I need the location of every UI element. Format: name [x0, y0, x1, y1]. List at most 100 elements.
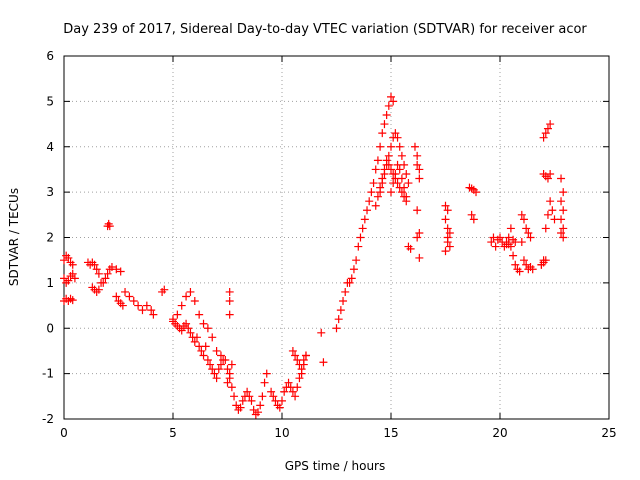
data-point [94, 285, 103, 294]
data-point [297, 365, 306, 374]
data-point [210, 369, 219, 378]
data-point [245, 392, 254, 401]
data-point [293, 383, 302, 392]
data-point [404, 179, 413, 188]
data-point [445, 228, 454, 237]
data-point [376, 142, 385, 151]
data-point [190, 297, 199, 306]
data-point [280, 387, 289, 396]
chart-title: Day 239 of 2017, Sidereal Day-to-day VTE… [63, 22, 587, 37]
data-point [230, 392, 239, 401]
data-point [472, 188, 481, 197]
data-point [441, 201, 450, 210]
data-point [522, 260, 531, 269]
data-point [352, 256, 361, 265]
data-point [515, 267, 524, 276]
data-points [60, 92, 568, 419]
data-point [99, 278, 108, 287]
data-point [384, 101, 393, 110]
y-tick-label: 1 [46, 276, 54, 290]
data-point [247, 396, 256, 405]
data-point [184, 324, 193, 333]
data-point [334, 315, 343, 324]
data-point [225, 310, 234, 319]
data-point [68, 269, 77, 278]
data-point [138, 306, 147, 315]
data-point [387, 92, 395, 101]
data-point [415, 165, 424, 174]
data-point [367, 188, 376, 197]
data-point [90, 260, 99, 269]
data-point [269, 392, 278, 401]
data-point [160, 285, 169, 294]
data-point [332, 324, 341, 333]
y-tick-label: -1 [42, 367, 54, 381]
data-point [504, 233, 513, 242]
data-point [557, 228, 566, 237]
data-point [232, 401, 241, 410]
data-point [441, 247, 450, 256]
data-point [356, 233, 365, 242]
data-point [491, 242, 500, 251]
data-point [299, 356, 308, 365]
data-point [291, 351, 300, 360]
data-point [68, 296, 77, 305]
data-point [186, 287, 195, 296]
axis-ticks: 0 5 10 15 20 25 -2 -1 0 1 2 3 4 5 6 [42, 49, 617, 440]
data-point [208, 333, 217, 342]
data-point [557, 197, 566, 206]
data-point [173, 310, 182, 319]
data-point [400, 183, 409, 192]
data-point [371, 201, 380, 210]
data-point [203, 356, 212, 365]
data-point [256, 401, 265, 410]
data-point [214, 365, 223, 374]
data-point [182, 292, 191, 301]
data-point [203, 324, 212, 333]
data-point [177, 301, 186, 310]
data-point [376, 183, 385, 192]
x-tick-label: 5 [169, 426, 177, 440]
data-point [387, 188, 395, 197]
data-point [101, 274, 110, 283]
data-point [70, 274, 79, 283]
data-point [275, 403, 284, 412]
data-point [397, 174, 406, 183]
data-point [467, 210, 476, 219]
data-point [522, 224, 531, 233]
data-point [415, 174, 424, 183]
data-point [121, 287, 130, 296]
data-point [373, 156, 382, 165]
data-point [295, 360, 304, 369]
data-point [195, 310, 204, 319]
data-point [528, 265, 537, 274]
data-point [487, 238, 496, 247]
data-point [284, 378, 293, 387]
data-point [112, 265, 121, 274]
y-tick-label: 2 [46, 231, 54, 245]
data-point [317, 328, 326, 337]
data-point [267, 387, 276, 396]
data-point [541, 256, 550, 265]
data-point [519, 256, 528, 265]
data-point [543, 210, 552, 219]
data-point [389, 97, 398, 106]
x-axis-label: GPS time / hours [285, 459, 386, 473]
data-point [467, 184, 476, 193]
data-point [60, 274, 68, 283]
data-point [206, 360, 215, 369]
data-point [192, 333, 201, 342]
data-point [395, 142, 404, 151]
data-point [258, 392, 267, 401]
data-point [378, 129, 387, 138]
data-point [389, 179, 398, 188]
data-point [541, 129, 550, 138]
y-tick-label: 4 [46, 140, 54, 154]
data-point [223, 365, 232, 374]
data-point [236, 403, 245, 412]
data-point [526, 233, 535, 242]
data-point [142, 301, 151, 310]
data-point [415, 228, 424, 237]
data-point [291, 392, 300, 401]
data-point [382, 110, 391, 119]
